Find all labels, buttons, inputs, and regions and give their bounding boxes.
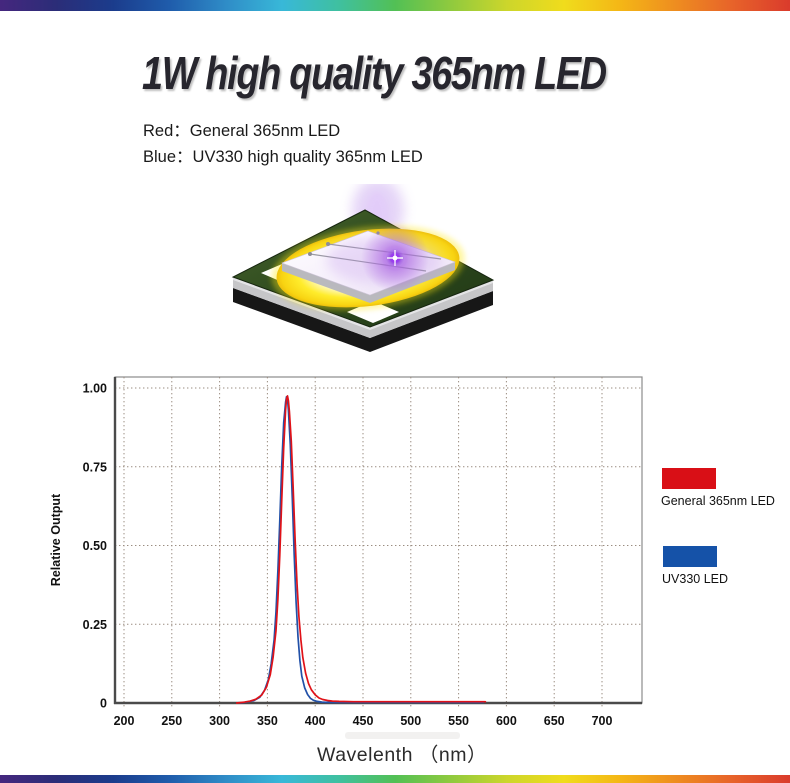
x-tick-label-450: 450 [353, 714, 374, 728]
x-tick-label-500: 500 [400, 714, 421, 728]
x-tick-label-700: 700 [592, 714, 613, 728]
uv-led-chip-image [231, 184, 495, 352]
legend-label-general-365nm-led: General 365nm LED [661, 494, 775, 508]
x-tick-label-600: 600 [496, 714, 517, 728]
top-rainbow-bar [0, 0, 790, 11]
xlabel-ghost-smudge [345, 732, 460, 739]
x-tick-label-400: 400 [305, 714, 326, 728]
plot-frame [114, 376, 643, 704]
curve-uv330-led [239, 395, 485, 704]
y-tick-label-0.25: 0.25 [83, 618, 107, 632]
spectrum-chart: 0 0.25 0.50 0.75 1.00 200 250 300 350 400 450 500 55… [49, 376, 643, 766]
curve-general-365nm-led [235, 395, 487, 704]
x-tick-label-300: 300 [209, 714, 230, 728]
die-side [282, 262, 455, 303]
x-tick-label-550: 550 [448, 714, 469, 728]
legend-swatch-uv330-led [663, 546, 717, 567]
x-tick-label-250: 250 [161, 714, 182, 728]
y-tick-label-0.50: 0.50 [83, 539, 107, 553]
y-axis-title: Relative Output [49, 493, 63, 586]
uv-emission-glow [326, 224, 442, 292]
chip-base-black-layer [233, 288, 493, 352]
x-tick-label-350: 350 [257, 714, 278, 728]
page-title: 1W high quality 365nm LED [142, 47, 607, 99]
legend-label-uv330-led: UV330 LED [662, 572, 729, 586]
y-tick-label-0.75: 0.75 [83, 460, 107, 474]
x-tick-label-200: 200 [114, 714, 135, 728]
blue-series-description: Blue：UV330 high quality 365nm LED [143, 148, 423, 166]
y-tick-label-1.00: 1.00 [83, 382, 107, 396]
red-series-description: Red：General 365nm LED [143, 122, 341, 140]
y-tick-label-0: 0 [100, 697, 107, 711]
x-axis-title: Wavelenth （nm） [317, 744, 487, 766]
series-description: Red：General 365nm LED Blue：UV330 high qu… [143, 118, 423, 170]
bottom-rainbow-bar [0, 775, 790, 783]
legend-swatch-general-365nm-led [662, 468, 716, 489]
x-tick-label-650: 650 [544, 714, 565, 728]
